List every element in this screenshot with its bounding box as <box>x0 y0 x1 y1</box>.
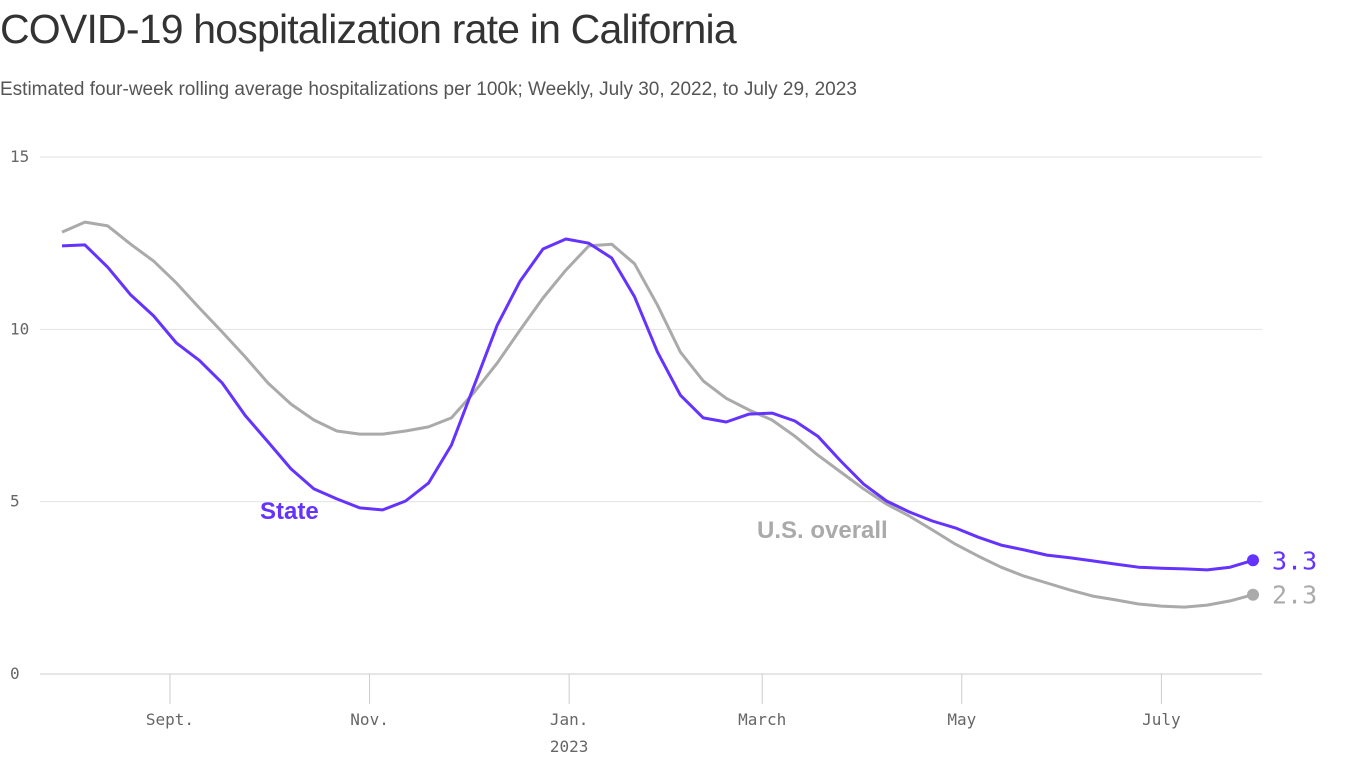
x-tick-label: May <box>947 710 976 729</box>
chart-subtitle: Estimated four-week rolling average hosp… <box>0 79 857 100</box>
series-label-state: State <box>260 498 319 525</box>
x-tick-label: Nov. <box>350 710 389 729</box>
x-tick-label: Sept. <box>146 710 194 729</box>
end-label-state: 3.3 <box>1272 546 1317 575</box>
x-tick-label: Jan. <box>550 710 589 729</box>
series-label-us-overall: U.S. overall <box>757 517 888 544</box>
end-point-state <box>1247 554 1259 567</box>
series-line-u-s-overall <box>61 220 1254 609</box>
y-tick-label: 5 <box>10 492 20 511</box>
x-tick-sublabel: 2023 <box>550 737 589 756</box>
x-tick-label: March <box>738 710 786 729</box>
end-point-u-s-overall <box>1247 588 1259 601</box>
y-tick-label: 0 <box>10 664 20 683</box>
y-tick-label: 10 <box>10 319 29 338</box>
x-tick-label: July <box>1142 710 1181 729</box>
series-line-state <box>61 237 1254 572</box>
y-tick-label: 15 <box>10 147 29 166</box>
end-label-u-s-overall: 2.3 <box>1272 581 1317 610</box>
chart-title: COVID-19 hospitalization rate in Califor… <box>0 6 737 52</box>
